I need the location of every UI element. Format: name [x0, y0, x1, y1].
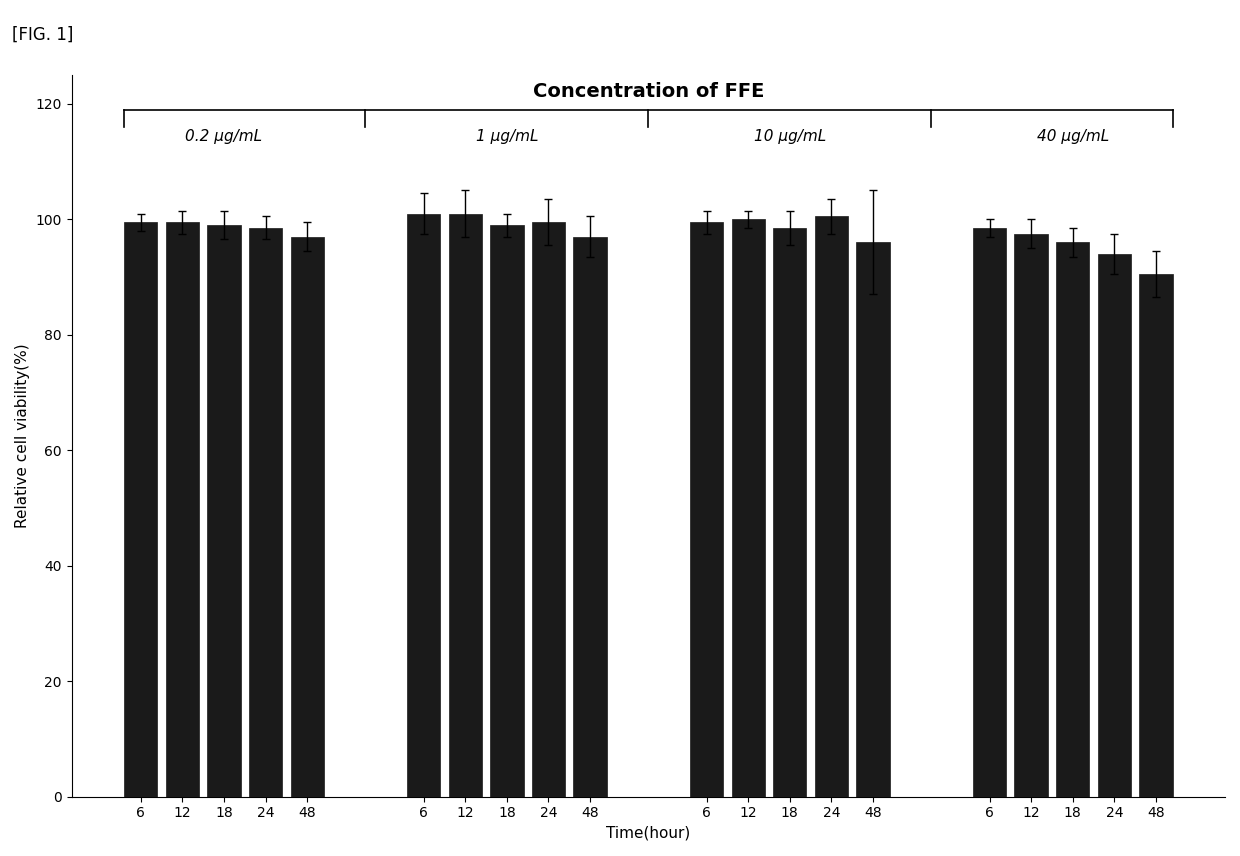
- Bar: [490, 225, 523, 797]
- Bar: [1140, 274, 1173, 797]
- Bar: [166, 223, 198, 797]
- X-axis label: Time(hour): Time(hour): [606, 826, 691, 841]
- Bar: [1014, 234, 1048, 797]
- Bar: [532, 223, 565, 797]
- Bar: [124, 223, 157, 797]
- Bar: [407, 213, 440, 797]
- Text: Concentration of FFE: Concentration of FFE: [533, 82, 764, 101]
- Text: 40 μg/mL: 40 μg/mL: [1037, 129, 1109, 144]
- Bar: [249, 228, 283, 797]
- Bar: [449, 213, 482, 797]
- Bar: [774, 228, 806, 797]
- Bar: [1097, 254, 1131, 797]
- Y-axis label: Relative cell viability(%): Relative cell viability(%): [15, 343, 30, 528]
- Text: [FIG. 1]: [FIG. 1]: [12, 26, 73, 44]
- Bar: [1056, 242, 1090, 797]
- Text: 1 μg/mL: 1 μg/mL: [476, 129, 538, 144]
- Bar: [207, 225, 241, 797]
- Bar: [689, 223, 723, 797]
- Bar: [732, 219, 765, 797]
- Bar: [290, 236, 324, 797]
- Bar: [857, 242, 889, 797]
- Bar: [573, 236, 606, 797]
- Bar: [973, 228, 1006, 797]
- Text: 0.2 μg/mL: 0.2 μg/mL: [185, 129, 263, 144]
- Text: 10 μg/mL: 10 μg/mL: [754, 129, 826, 144]
- Bar: [815, 217, 848, 797]
